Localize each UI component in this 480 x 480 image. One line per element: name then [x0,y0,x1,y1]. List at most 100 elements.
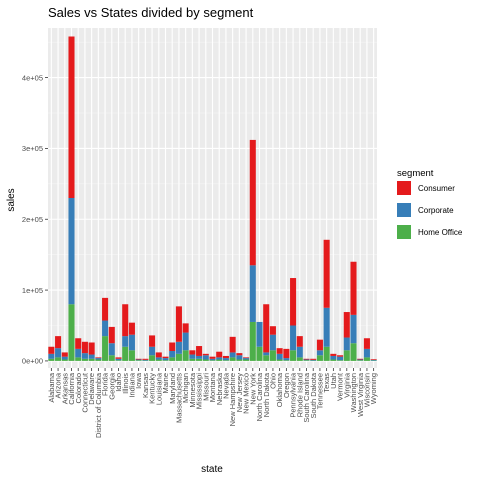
x-tick-label: Pennsylvania [289,372,298,417]
bar-segment [276,353,283,360]
bar-segment [155,352,162,358]
x-tick-label: Colorado [74,373,83,403]
bar-segment [55,357,62,361]
bar-segment [142,359,149,361]
x-tick-label: Arizona [54,372,63,398]
bar-segment [61,352,68,357]
x-tick-label: Louisiana [154,372,163,405]
bar-segment [81,353,88,359]
x-tick-label: California [67,372,76,405]
bar-segment [256,346,263,361]
x-axis: AlabamaArizonaArkansasCaliforniaColorado… [47,368,378,438]
y-tick-label: 4e+05 [22,73,43,82]
x-tick-label: Georgia [107,372,116,400]
y-axis: 0e+00 1e+05 2e+05 3e+05 4e+05 [22,73,48,366]
bar-segment [122,336,129,347]
bar-segment [75,338,82,349]
bar-segment [222,358,229,361]
bar-segment [162,356,169,359]
x-tick-label: Montana [208,372,217,402]
bar-segment [243,359,250,361]
x-tick-label: Oregon [282,373,291,398]
bar-segment [102,336,109,361]
x-tick-label: Washington [349,373,358,412]
bar-segment [155,359,162,361]
bar-segment [175,353,182,361]
bar-segment [108,343,115,356]
bar-segment [229,336,236,353]
bar-segment [95,357,102,359]
bar-segment [236,355,243,360]
bar-segment [189,354,196,359]
x-tick-label: South Dakota [309,372,318,418]
bar-segment [162,358,169,361]
bar-segment [122,304,129,337]
bar-segment [68,198,75,305]
bar-segment [48,353,55,359]
bar-segment [222,360,229,361]
x-tick-label: Michigan [181,373,190,403]
bar-segment [296,357,303,361]
bar-segment [55,336,62,349]
bar-segment [202,359,209,361]
x-tick-label: Massachusetts [175,373,184,423]
bar-segment [162,360,169,361]
bar-segment [363,338,370,349]
x-tick-label: Arkansas [60,373,69,405]
bar-segment [263,352,270,356]
x-tick-label: Vermont [336,372,345,401]
bar-segment [243,358,250,360]
bar-segment [115,358,122,361]
bar-segment [102,320,109,337]
x-tick-label: Virginia [342,372,351,398]
bar-segment [209,356,216,359]
x-tick-label: Mississippi [195,373,204,410]
x-tick-label: Missouri [201,373,210,401]
bar-segment [128,350,135,361]
bar-segment [108,355,115,361]
bar-segment [269,326,276,335]
x-tick-label: District of Columbia [94,372,103,438]
bar-segment [122,346,129,361]
x-tick-label: New Jersey [235,373,244,412]
bar-segment [196,355,203,359]
bar-segment [350,314,357,344]
x-tick-label: Florida [101,372,110,396]
bar-segment [149,355,156,361]
bar-segment [175,341,182,354]
bar-segment [323,239,330,308]
grid-major [48,28,377,368]
y-axis-title: sales [6,188,17,211]
bar-segment [343,350,350,361]
bar-segment [337,356,344,361]
bar-segment [115,360,122,361]
bar-segment [350,261,357,315]
bar-segment [343,337,350,351]
bar-segment [343,312,350,338]
x-tick-label: Ohio [269,373,278,389]
bar-segment [370,359,377,361]
bar-segment [222,355,229,359]
x-tick-label: Utah [329,373,338,389]
bar-segment [149,346,156,356]
bar-segment [243,357,250,359]
x-tick-label: Wyoming [369,373,378,404]
legend-title: segment [397,168,434,179]
bar-segment [316,350,323,356]
bar-segment [350,343,357,361]
bar-segment [61,356,68,360]
bar-segment [115,357,122,359]
bar-segment [316,355,323,361]
x-tick-label: New Mexico [242,373,251,414]
bar-segment [269,334,276,351]
bar-segment [363,357,370,361]
bar-segment [363,348,370,358]
bar-segment [81,341,88,354]
y-tick-label: 1e+05 [22,286,43,295]
bar-segment [236,359,243,361]
bar-segment [196,346,203,356]
bar-segment [330,359,337,361]
bar-segment [283,358,290,361]
bar-segment [182,332,189,351]
bar-segment [310,359,317,361]
